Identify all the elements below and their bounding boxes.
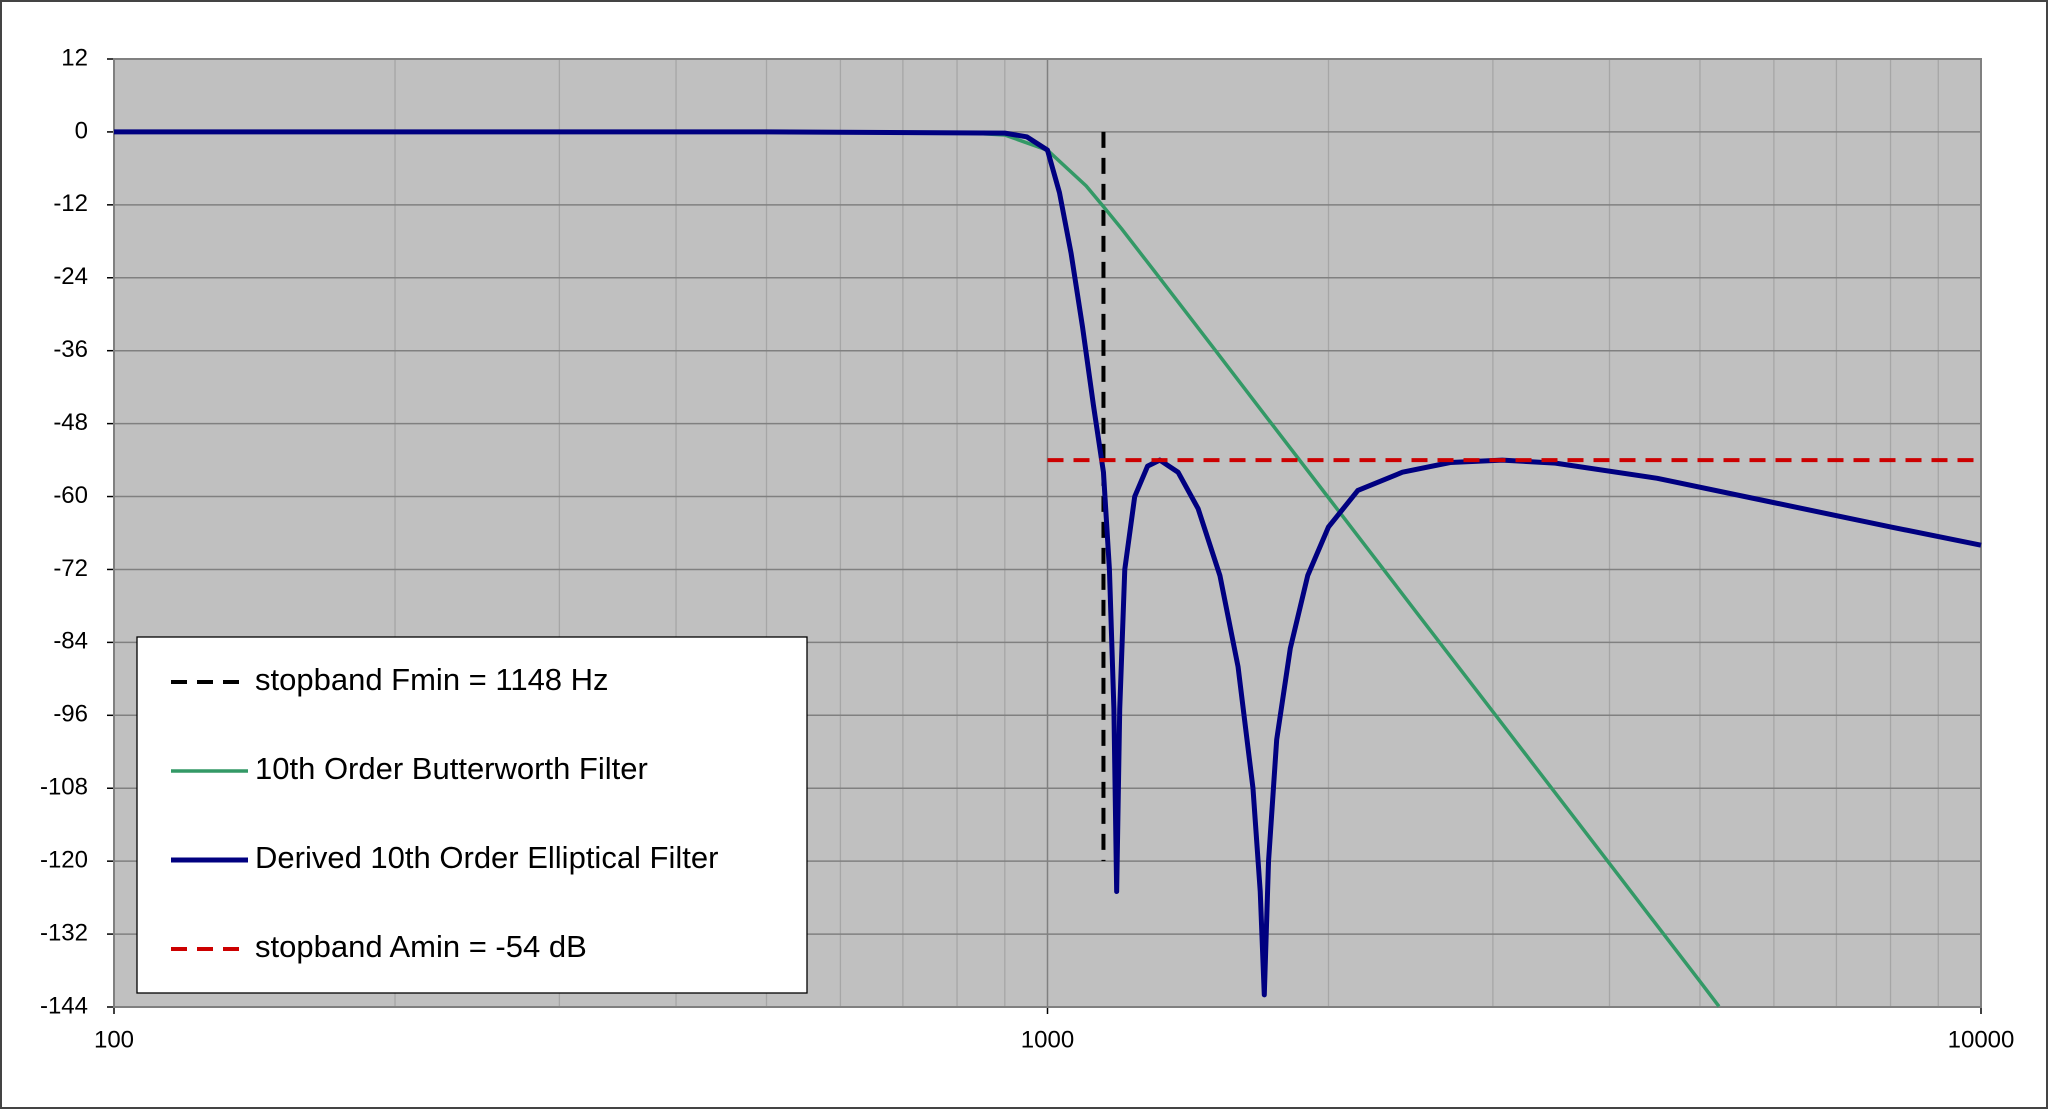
y-tick-label: -72 xyxy=(53,555,88,582)
y-tick-label: 12 xyxy=(61,44,88,71)
y-tick-label: -24 xyxy=(53,263,88,290)
legend-label: stopband Fmin = 1148 Hz xyxy=(255,662,609,697)
y-tick-label: 0 xyxy=(75,117,88,144)
y-tick-label: -36 xyxy=(53,336,88,363)
legend-label: stopband Amin = -54 dB xyxy=(255,929,587,964)
legend-label: Derived 10th Order Elliptical Filter xyxy=(255,840,718,875)
y-tick-label: -60 xyxy=(53,482,88,509)
y-tick-label: -132 xyxy=(40,919,88,946)
y-tick-label: -144 xyxy=(40,992,88,1019)
y-tick-label: -96 xyxy=(53,701,88,728)
x-tick-label: 1000 xyxy=(1021,1026,1074,1053)
y-tick-label: -84 xyxy=(53,628,88,655)
legend-box xyxy=(136,636,808,994)
legend-label: 10th Order Butterworth Filter xyxy=(255,751,648,786)
plot-frame xyxy=(113,58,1982,1008)
x-tick-label: 10000 xyxy=(1948,1026,2015,1053)
x-tick-label: 100 xyxy=(94,1026,134,1053)
y-tick-label: -120 xyxy=(40,846,88,873)
y-tick-label: -12 xyxy=(53,190,88,217)
y-tick-label: -48 xyxy=(53,409,88,436)
series-line xyxy=(114,129,1982,998)
y-tick-label: -108 xyxy=(40,774,88,801)
